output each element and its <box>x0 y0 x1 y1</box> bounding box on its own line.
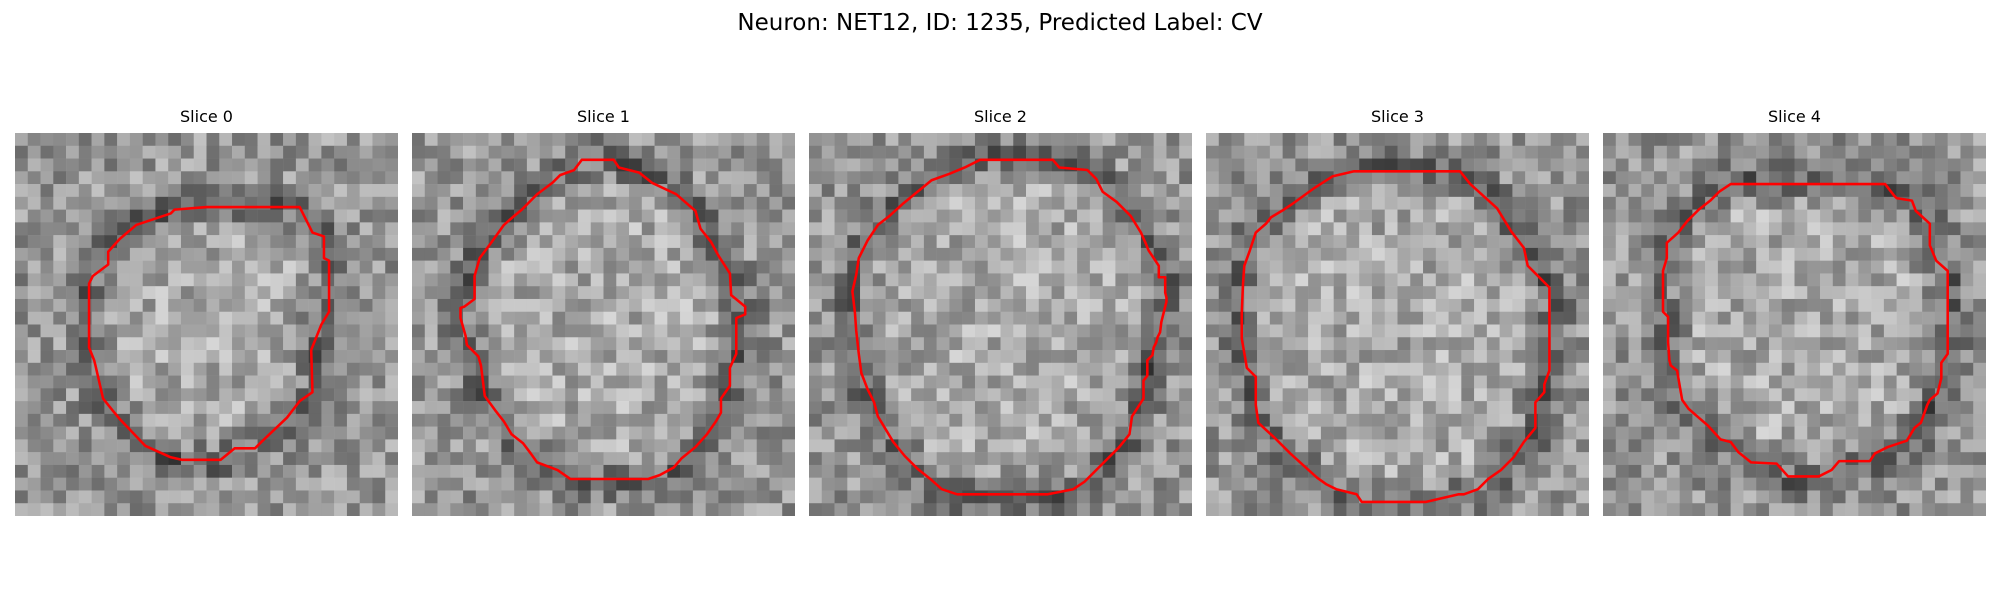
slice-panel-1: Slice 1 <box>412 104 795 517</box>
contour-outline <box>87 205 331 462</box>
slice-title: Slice 3 <box>1371 107 1424 126</box>
pixel-texture <box>1603 133 1986 516</box>
slice-panel-2: Slice 2 <box>809 104 1192 517</box>
contour-outline <box>1240 170 1551 504</box>
slice-image <box>1603 133 1986 516</box>
slice-title: Slice 0 <box>180 107 233 126</box>
slice-title: Slice 2 <box>974 107 1027 126</box>
slice-image <box>412 133 795 516</box>
slice-image <box>809 133 1192 516</box>
slice-panel-0: Slice 0 <box>15 104 398 517</box>
pixel-texture <box>412 133 795 516</box>
slice-image <box>1206 133 1589 516</box>
figure-title: Neuron: NET12, ID: 1235, Predicted Label… <box>737 10 1263 36</box>
slice-title: Slice 4 <box>1768 107 1821 126</box>
slice-title: Slice 1 <box>577 107 630 126</box>
pixel-texture <box>809 133 1192 516</box>
slice-image <box>15 133 398 516</box>
contour-outline <box>459 158 747 481</box>
contour-outline <box>851 158 1168 496</box>
contour-outline <box>1661 182 1949 478</box>
slice-panel-3: Slice 3 <box>1206 104 1589 517</box>
slice-panel-4: Slice 4 <box>1603 104 1986 517</box>
pixel-texture <box>1206 133 1589 516</box>
pixel-texture <box>15 133 398 516</box>
